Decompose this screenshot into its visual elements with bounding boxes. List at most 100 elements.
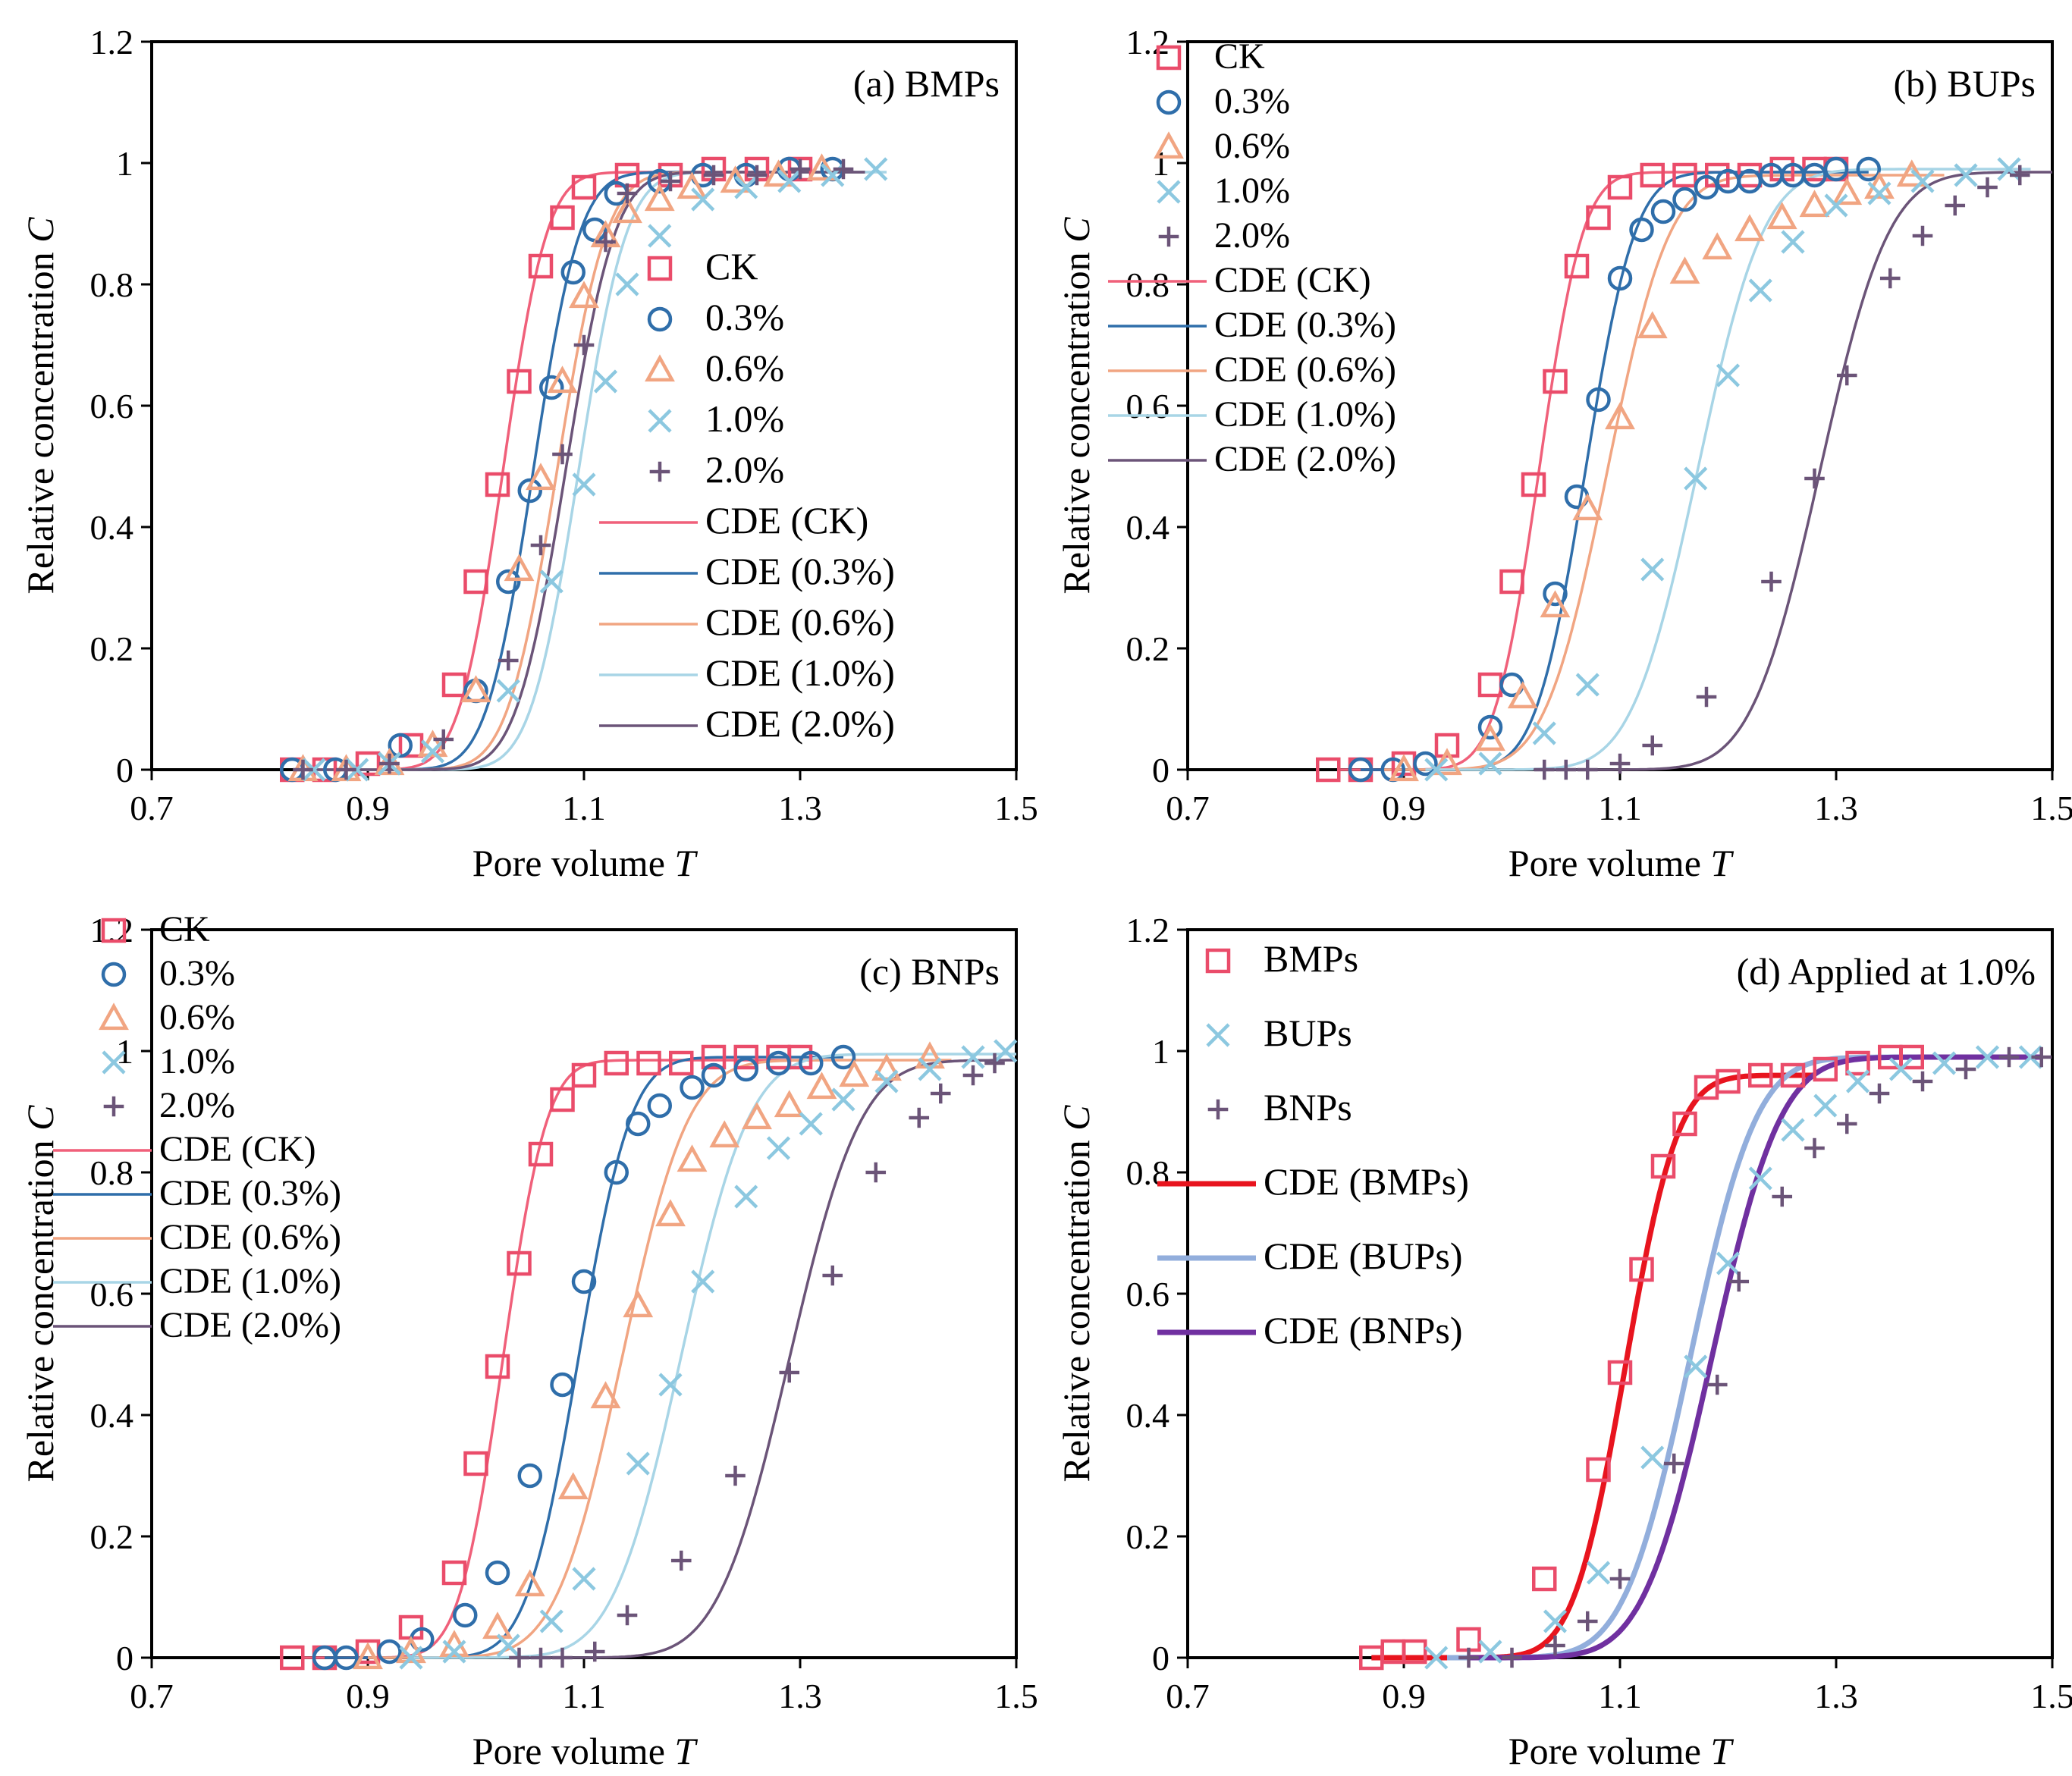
chart-c-svg: 0 0.2 0.4 0.6 0.8 1 1.2 0.7 0.9 1.1 1.3 1.5 Pore vol… xyxy=(19,909,1038,1772)
chart-c-point-4 xyxy=(822,1265,843,1286)
chart-a-series-4 xyxy=(293,158,854,780)
chart-c-point-4 xyxy=(930,1083,951,1104)
chart-b-point-1 xyxy=(1477,714,1503,740)
chart-c-xtick-label: 0.9 xyxy=(346,1677,390,1715)
chart-a-point-4 xyxy=(498,650,519,671)
chart-c-legend-fit-label-3: CDE (1.0%) xyxy=(159,1261,341,1301)
chart-c-point-2 xyxy=(709,1120,740,1148)
chart-b-point-1 xyxy=(1348,757,1373,783)
chart-b-point-4 xyxy=(1696,686,1717,708)
chart-c-point-4 xyxy=(617,1605,638,1626)
chart-d-legend: BMPs BUPs BNPs CDE (BMPs) CDE (BUPs) CDE (BNP… xyxy=(1157,937,1469,1351)
chart-b-series-1 xyxy=(1348,156,1881,783)
chart-d-point-0 xyxy=(1899,1044,1924,1070)
chart-d-point-0 xyxy=(1532,1566,1557,1592)
chart-a-point-4 xyxy=(433,729,454,750)
chart-c-point-4 xyxy=(584,1641,605,1662)
chart-d-point-2 xyxy=(1545,1635,1565,1656)
chart-b-point-4 xyxy=(1912,225,1933,246)
chart-a-point-0 xyxy=(550,205,575,231)
chart-a-legend-fit-label-1: CDE (0.3%) xyxy=(705,550,895,592)
chart-b-point-0 xyxy=(1477,672,1503,698)
chart-c-legend-label-2: 0.6% xyxy=(159,997,235,1037)
chart-c-legend-marker-3 xyxy=(102,1050,126,1075)
chart-b-point-1 xyxy=(1543,581,1568,607)
chart-b-point-0 xyxy=(1434,733,1460,758)
chart-c-y-axis-label-text: Relative concentration xyxy=(19,1131,61,1483)
chart-b-ytick-label: 0.8 xyxy=(1126,265,1170,304)
chart-d-xtick-label: 1.5 xyxy=(2030,1677,2072,1715)
chart-a-legend-fit-label-3: CDE (1.0%) xyxy=(705,651,895,694)
chart-c-series-3 xyxy=(399,1039,1018,1670)
chart-d-point-2 xyxy=(1458,1647,1479,1668)
chart-d-point-0 xyxy=(1672,1111,1697,1137)
chart-a-ytick-label: 0.2 xyxy=(90,629,134,668)
chart-d-xtick-label: 1.1 xyxy=(1598,1677,1642,1715)
chart-d-point-0 xyxy=(1845,1050,1870,1076)
chart-c-point-3 xyxy=(572,1567,596,1591)
chart-c-point-3 xyxy=(994,1039,1018,1063)
chart-d-point-0 xyxy=(1402,1639,1427,1665)
chart-a-point-4 xyxy=(703,165,724,186)
chart-a-y-axis-label-var: C xyxy=(19,217,61,243)
chart-a-xtick-label: 1.5 xyxy=(994,789,1038,827)
chart-c-point-2 xyxy=(590,1381,621,1409)
chart-b-ytick-label: 0.6 xyxy=(1126,387,1170,425)
chart-d-xtick-label: 0.9 xyxy=(1382,1677,1426,1715)
chart-a-point-3 xyxy=(572,472,596,497)
chart-a-point-4 xyxy=(746,165,768,186)
chart-d-point-1 xyxy=(1543,1609,1568,1633)
chart-c-point-3 xyxy=(734,1185,758,1209)
chart-b-point-3 xyxy=(1716,363,1741,388)
chart-a-point-4 xyxy=(790,158,811,180)
chart-c-ytick-label: 1 xyxy=(116,1032,133,1071)
chart-a-point-3 xyxy=(734,175,758,199)
chart-a-panel-title: (a) BMPs xyxy=(853,62,1000,105)
chart-d-point-2 xyxy=(1502,1647,1522,1668)
chart-a-ytick-label: 1.2 xyxy=(90,23,134,61)
chart-b-legend-marker-4 xyxy=(1158,226,1179,247)
chart-c-point-3 xyxy=(918,1057,942,1081)
chart-a-point-4 xyxy=(552,444,573,465)
chart-b-point-1 xyxy=(1802,162,1827,188)
chart-a-point-2 xyxy=(460,675,491,703)
chart-c-point-0 xyxy=(528,1141,554,1167)
chart-b-legend-label-4: 2.0% xyxy=(1214,215,1290,256)
chart-c-point-0 xyxy=(550,1087,575,1112)
chart-c-point-2 xyxy=(806,1072,837,1100)
chart-c-point-0 xyxy=(507,1250,532,1276)
chart-a-series-0 xyxy=(280,156,813,783)
chart-c-point-0 xyxy=(280,1645,305,1671)
chart-c-legend-label-4: 2.0% xyxy=(159,1085,235,1125)
chart-b-x-axis-label-text: Pore volume xyxy=(1508,842,1711,884)
chart-d-point-2 xyxy=(1663,1453,1684,1474)
chart-panel-d: 0 0.2 0.4 0.6 0.8 1 1.2 0.7 0.9 1.1 1.3 1.5 Pore vol… xyxy=(1036,888,2072,1776)
chart-a-ytick-label: 0.4 xyxy=(90,508,134,547)
chart-d-ytick-label: 0.2 xyxy=(1126,1517,1170,1556)
chart-a-point-4 xyxy=(336,759,356,780)
chart-a-point-4 xyxy=(595,231,616,253)
chart-c-point-1 xyxy=(647,1093,672,1119)
chart-c-point-4 xyxy=(962,1065,984,1086)
chart-c-legend-marker-2 xyxy=(99,1003,129,1031)
chart-c-point-1 xyxy=(733,1056,758,1082)
chart-b-xtick-label: 1.1 xyxy=(1598,789,1642,827)
chart-c-point-2 xyxy=(839,1059,870,1087)
chart-a-point-3 xyxy=(777,169,802,193)
chart-a-point-3 xyxy=(302,758,326,782)
chart-a-point-3 xyxy=(648,224,672,248)
chart-b-point-1 xyxy=(1629,217,1654,243)
chart-d-point-0 xyxy=(1456,1627,1481,1652)
chart-b-point-3 xyxy=(1910,169,1935,193)
chart-b-point-1 xyxy=(1672,187,1697,212)
chart-c-point-4 xyxy=(509,1647,529,1668)
chart-a-point-4 xyxy=(530,535,551,556)
chart-d-point-2 xyxy=(1955,1059,1976,1080)
chart-a-legend-fit-label-4: CDE (2.0%) xyxy=(705,702,895,745)
chart-b-series-4 xyxy=(1534,165,2030,780)
chart-d-point-2 xyxy=(1869,1083,1890,1104)
chart-a-ytick-label: 0.6 xyxy=(90,387,134,425)
chart-b-fit-line-2 xyxy=(1382,174,1945,771)
chart-b-legend: CK0.3% 0.6% 1.0%2.0%CDE (CK) CDE (0.3%) CDE … xyxy=(1108,36,1396,479)
